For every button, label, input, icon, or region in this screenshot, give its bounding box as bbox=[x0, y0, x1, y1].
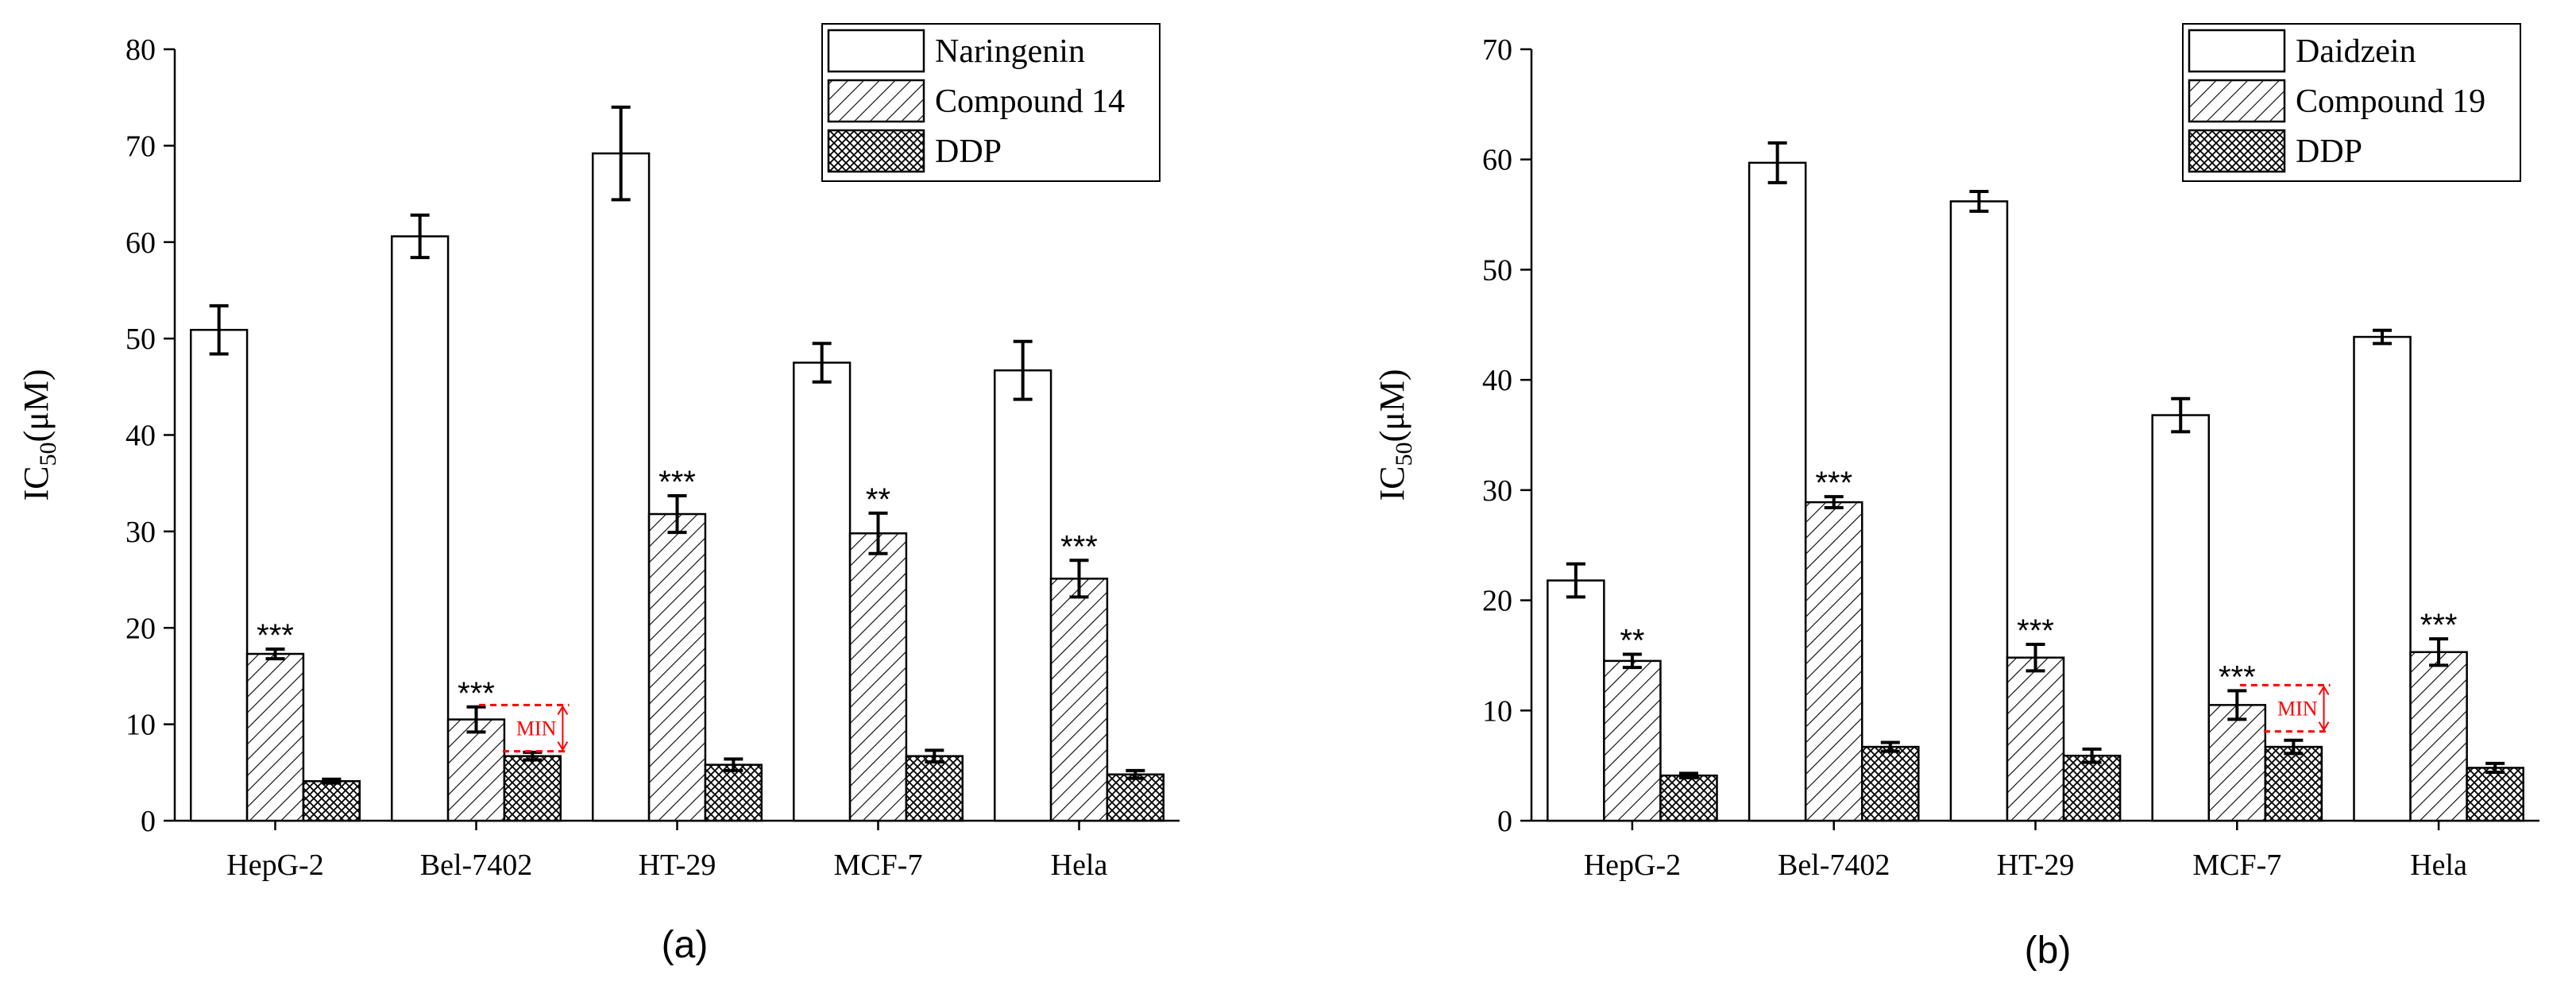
y-axis-title-unit: (μM) bbox=[17, 369, 56, 442]
bar-compound-14 bbox=[1049, 578, 1109, 822]
x-tick-label: Bel-7402 bbox=[420, 849, 532, 882]
panel-caption: (b) bbox=[2025, 930, 2072, 972]
y-tick-label: 70 bbox=[1482, 33, 1512, 67]
y-axis-title-main: IC bbox=[1373, 466, 1412, 501]
min-label: MIN bbox=[2277, 698, 2318, 721]
y-tick-label: 10 bbox=[1482, 694, 1512, 728]
bar-daidzein bbox=[2353, 335, 2412, 822]
y-axis-title: IC50(μM) bbox=[1373, 369, 1417, 501]
legend-swatch bbox=[827, 79, 925, 123]
panel-caption: (a) bbox=[662, 924, 709, 966]
y-axis-title-subscript: 50 bbox=[35, 443, 61, 466]
min-arrow-head-top bbox=[557, 705, 569, 715]
legend-swatch bbox=[827, 29, 925, 73]
bar-compound-14 bbox=[848, 532, 908, 822]
legend-swatch bbox=[2188, 129, 2286, 173]
bar-naringenin bbox=[189, 328, 249, 822]
significance-marker: ** bbox=[866, 482, 890, 517]
bar-ddp bbox=[1659, 774, 1718, 822]
y-tick-label: 70 bbox=[126, 130, 156, 163]
x-tick-label: HepG-2 bbox=[226, 849, 323, 882]
y-tick-label: 80 bbox=[126, 33, 156, 67]
y-axis-title-main: IC bbox=[17, 466, 56, 501]
x-tick-label: HT-29 bbox=[639, 849, 716, 882]
bar-ddp bbox=[2264, 745, 2323, 822]
bar-compound-19 bbox=[2409, 651, 2468, 822]
x-tick-label: MCF-7 bbox=[834, 849, 923, 882]
bar-ddp bbox=[905, 755, 964, 822]
bar-compound-19 bbox=[1603, 659, 1662, 822]
bar-compound-14 bbox=[647, 512, 707, 822]
y-tick-label: 40 bbox=[1482, 364, 1512, 397]
legend-label: Naringenin bbox=[935, 33, 1085, 70]
bar-naringenin bbox=[390, 235, 450, 822]
bar-compound-19 bbox=[2207, 704, 2267, 822]
bar-ddp bbox=[704, 764, 763, 822]
min-arrow-head-bottom bbox=[2318, 721, 2330, 732]
y-axis-title-subscript: 50 bbox=[1391, 443, 1417, 466]
significance-marker: *** bbox=[458, 676, 495, 711]
bar-compound-14 bbox=[245, 652, 305, 822]
bar-ddp bbox=[1860, 745, 1920, 822]
significance-marker: *** bbox=[257, 618, 294, 653]
y-tick-label: 50 bbox=[1482, 253, 1512, 287]
y-axis-title: IC50(μM) bbox=[17, 369, 61, 501]
significance-marker: ** bbox=[1620, 624, 1644, 659]
x-tick-label: MCF-7 bbox=[2192, 849, 2281, 882]
legend-swatch bbox=[827, 129, 925, 173]
x-tick-label: HT-29 bbox=[1997, 849, 2075, 882]
legend-label: Compound 19 bbox=[2296, 83, 2485, 120]
bar-daidzein bbox=[1547, 579, 1605, 822]
x-tick-label: Bel-7402 bbox=[1778, 849, 1890, 882]
bar-compound-19 bbox=[2006, 656, 2065, 822]
bar-ddp bbox=[1106, 773, 1165, 822]
bar-compound-19 bbox=[1804, 501, 1863, 822]
significance-marker: *** bbox=[2017, 613, 2054, 648]
legend-swatch bbox=[2188, 79, 2286, 123]
significance-marker: *** bbox=[2219, 659, 2256, 694]
significance-marker: *** bbox=[1060, 529, 1098, 564]
y-tick-label: 60 bbox=[1482, 144, 1512, 177]
bar-naringenin bbox=[591, 152, 651, 822]
min-label: MIN bbox=[516, 717, 557, 740]
bar-ddp bbox=[302, 779, 361, 822]
legend-swatch bbox=[2188, 29, 2286, 73]
y-tick-label: 10 bbox=[126, 709, 156, 742]
y-axis-title-unit: (μM) bbox=[1373, 369, 1412, 442]
bar-naringenin bbox=[792, 361, 852, 822]
min-arrow-head-bottom bbox=[557, 741, 569, 752]
y-tick-label: 30 bbox=[1482, 474, 1512, 508]
y-tick-label: 20 bbox=[126, 612, 156, 645]
y-tick-label: 0 bbox=[141, 805, 156, 838]
significance-marker: *** bbox=[2420, 608, 2458, 643]
legend-label: Daidzein bbox=[2296, 33, 2416, 70]
x-tick-label: HepG-2 bbox=[1584, 849, 1681, 882]
bar-ddp bbox=[2466, 767, 2524, 822]
bar-daidzein bbox=[1748, 161, 1807, 822]
bar-daidzein bbox=[2151, 414, 2211, 822]
bar-compound-14 bbox=[446, 718, 506, 822]
significance-marker: *** bbox=[1815, 466, 1852, 501]
y-tick-label: 50 bbox=[126, 323, 156, 356]
bar-ddp bbox=[503, 755, 562, 822]
legend-label: DDP bbox=[935, 133, 1002, 170]
x-tick-label: Hela bbox=[2410, 849, 2467, 882]
bar-naringenin bbox=[993, 369, 1052, 822]
bar-daidzein bbox=[1949, 200, 2009, 822]
min-arrow-head-top bbox=[2318, 685, 2330, 695]
y-tick-label: 0 bbox=[1497, 805, 1512, 838]
y-tick-label: 30 bbox=[126, 516, 156, 549]
x-tick-label: Hela bbox=[1051, 849, 1108, 882]
legend-label: DDP bbox=[2296, 133, 2362, 170]
significance-marker: *** bbox=[658, 465, 696, 500]
y-tick-label: 40 bbox=[126, 419, 156, 453]
bar-ddp bbox=[2062, 754, 2122, 822]
y-tick-label: 20 bbox=[1482, 585, 1512, 618]
y-tick-label: 60 bbox=[126, 226, 156, 260]
legend-label: Compound 14 bbox=[935, 83, 1125, 120]
